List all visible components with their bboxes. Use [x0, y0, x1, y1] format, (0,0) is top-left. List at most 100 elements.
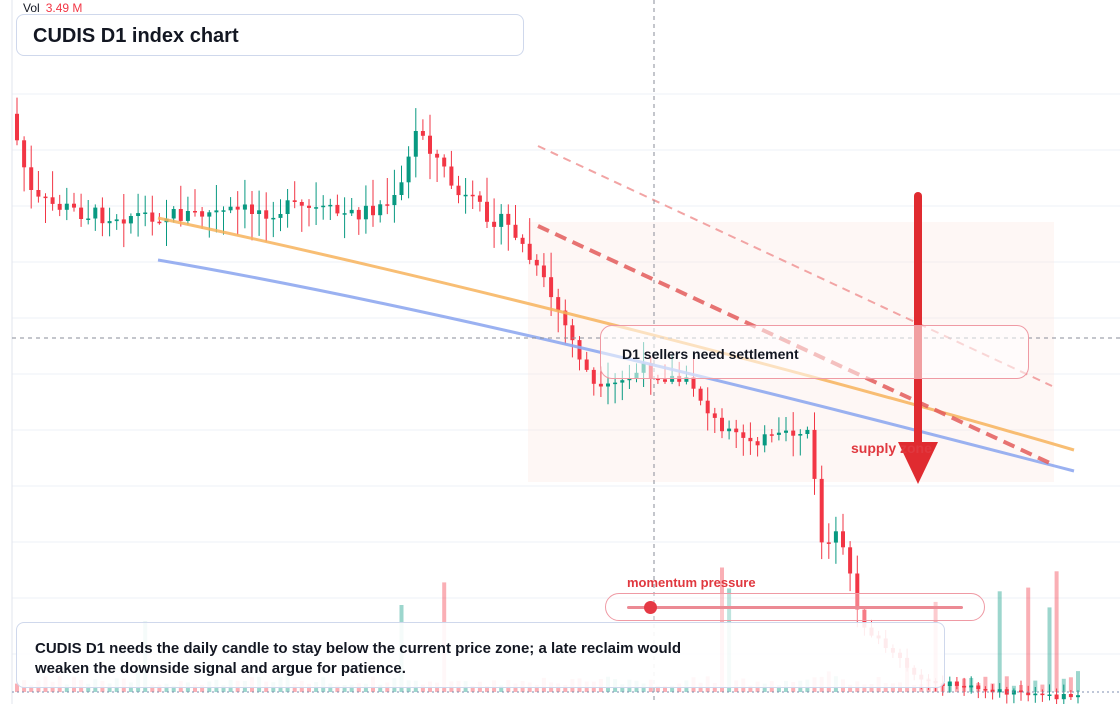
candle-body: [50, 197, 55, 204]
candle-body: [477, 195, 482, 202]
candle-body: [349, 209, 354, 214]
volume-bar: [157, 684, 162, 692]
volume-bar: [1076, 671, 1080, 692]
candle-body: [428, 135, 432, 154]
candle-body: [271, 217, 276, 220]
candle-body: [285, 200, 290, 214]
candle-body: [556, 297, 561, 311]
candle-body: [1061, 694, 1066, 700]
volume-bar: [378, 684, 383, 692]
candle-body: [342, 213, 347, 215]
candle-body: [627, 378, 632, 381]
candle-body: [435, 153, 440, 158]
candle-body: [278, 214, 283, 218]
candle-body: [499, 213, 504, 227]
volume-bar: [912, 684, 917, 692]
candle-body: [997, 689, 1002, 693]
candle-body: [520, 237, 525, 244]
volume-bar: [776, 685, 781, 692]
candle-body: [720, 417, 724, 432]
candle-body: [1076, 695, 1080, 698]
momentum-slider-handle[interactable]: [644, 601, 657, 614]
candle-body: [591, 369, 596, 384]
candle-body: [399, 182, 404, 195]
volume-bar: [470, 686, 475, 692]
candle-body: [235, 206, 240, 210]
analysis-note-card: CUDIS D1 needs the daily candle to stay …: [16, 622, 945, 688]
volume-bar: [620, 684, 625, 692]
down-arrow-icon: [898, 192, 938, 484]
candle-body: [171, 209, 176, 219]
signal-text: D1 sellers need settlement: [622, 346, 799, 362]
candle-body: [527, 243, 532, 260]
candles: [15, 97, 1080, 704]
candle-body: [1047, 694, 1052, 696]
candle-body: [841, 531, 845, 548]
candle-body: [385, 204, 390, 206]
supply-zone-label: supply zone: [851, 440, 932, 456]
candle-body: [705, 400, 710, 414]
candle-body: [485, 201, 489, 222]
volume-bar: [64, 684, 69, 692]
candle-body: [363, 205, 368, 220]
candle-body: [406, 156, 411, 183]
candle-body: [392, 195, 397, 206]
candle-body: [954, 681, 959, 686]
candle-body: [570, 325, 575, 341]
candle-body: [598, 383, 603, 387]
volume-bar: [563, 684, 568, 692]
candle-body: [748, 437, 753, 442]
candle-body: [307, 205, 311, 208]
candle-body: [121, 219, 126, 224]
volume-bar: [1004, 676, 1009, 692]
volume-bar: [748, 685, 753, 692]
candle-body: [264, 210, 269, 219]
candle-body: [563, 310, 568, 326]
candle-body: [855, 573, 860, 610]
candle-body: [812, 429, 817, 479]
candle-body: [549, 277, 554, 298]
signal-card: D1 sellers need settlement: [600, 325, 1029, 379]
volume-bar: [335, 685, 340, 692]
candle-body: [107, 221, 112, 224]
volume-bar: [1040, 684, 1045, 692]
volume-bar: [349, 684, 354, 692]
candle-body: [200, 211, 205, 217]
candle-body: [577, 340, 582, 360]
candle-body: [534, 259, 539, 266]
candle-body: [456, 185, 461, 196]
candle-body: [663, 379, 667, 382]
candle-body: [413, 131, 418, 157]
candle-body: [292, 200, 297, 202]
volume-bar: [221, 685, 226, 692]
candle-body: [606, 383, 610, 387]
volume-bar: [1026, 587, 1031, 692]
candle-body: [513, 224, 518, 238]
candle-body: [691, 377, 696, 389]
candle-body: [128, 216, 133, 224]
candle-body: [242, 204, 247, 210]
volume-bar: [670, 685, 675, 692]
volume-bar: [1047, 607, 1052, 692]
candle-body: [22, 140, 27, 168]
candle-body: [805, 429, 810, 434]
candle-body: [698, 388, 703, 401]
candle-body: [299, 202, 304, 206]
volume-bar: [655, 685, 660, 692]
candle-body: [762, 434, 767, 446]
candle-body: [541, 265, 546, 278]
candle-body: [584, 359, 589, 370]
candle-body: [257, 210, 262, 214]
candle-body: [43, 196, 48, 199]
candle-body: [620, 380, 625, 383]
trend-line-upper: [537, 145, 1053, 387]
volume-bar: [848, 684, 853, 692]
candle-body: [29, 167, 34, 190]
candle-body: [250, 204, 254, 214]
candle-body: [328, 204, 333, 207]
volume-legend: Vol 3.49 M: [23, 1, 82, 15]
candle-body: [157, 221, 162, 224]
candle-body: [321, 205, 326, 208]
candle-body: [150, 212, 155, 222]
candle-body: [442, 157, 447, 167]
